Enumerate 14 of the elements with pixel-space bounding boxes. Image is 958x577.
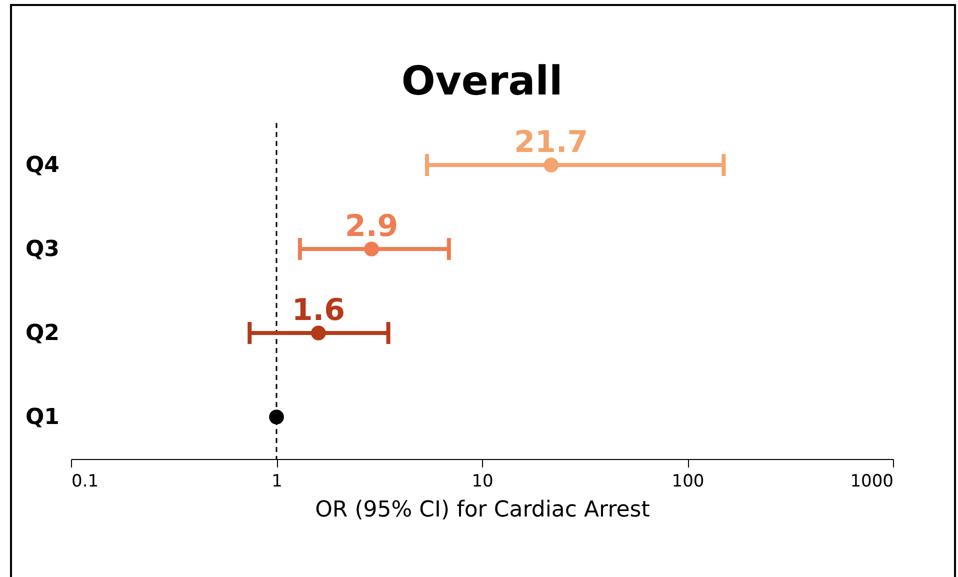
chart-title: Overall [401,58,563,104]
data-label: 1.6 [292,293,346,328]
x-tick-label: 10 [472,472,494,492]
y-tick-label: Q3 [25,237,60,262]
y-tick-label: Q1 [25,405,60,430]
x-tick-label: 1 [272,472,282,492]
y-tick-label: Q4 [25,153,60,178]
x-tick-label: 1000 [850,472,894,492]
x-axis-title: OR (95% CI) for Cardiac Arrest [315,498,650,522]
data-label: 21.7 [514,125,588,160]
data-label: 2.9 [344,209,398,244]
y-tick-label: Q2 [25,321,60,346]
x-tick-label: 0.1 [72,472,99,492]
x-tick-label: 100 [672,472,704,492]
